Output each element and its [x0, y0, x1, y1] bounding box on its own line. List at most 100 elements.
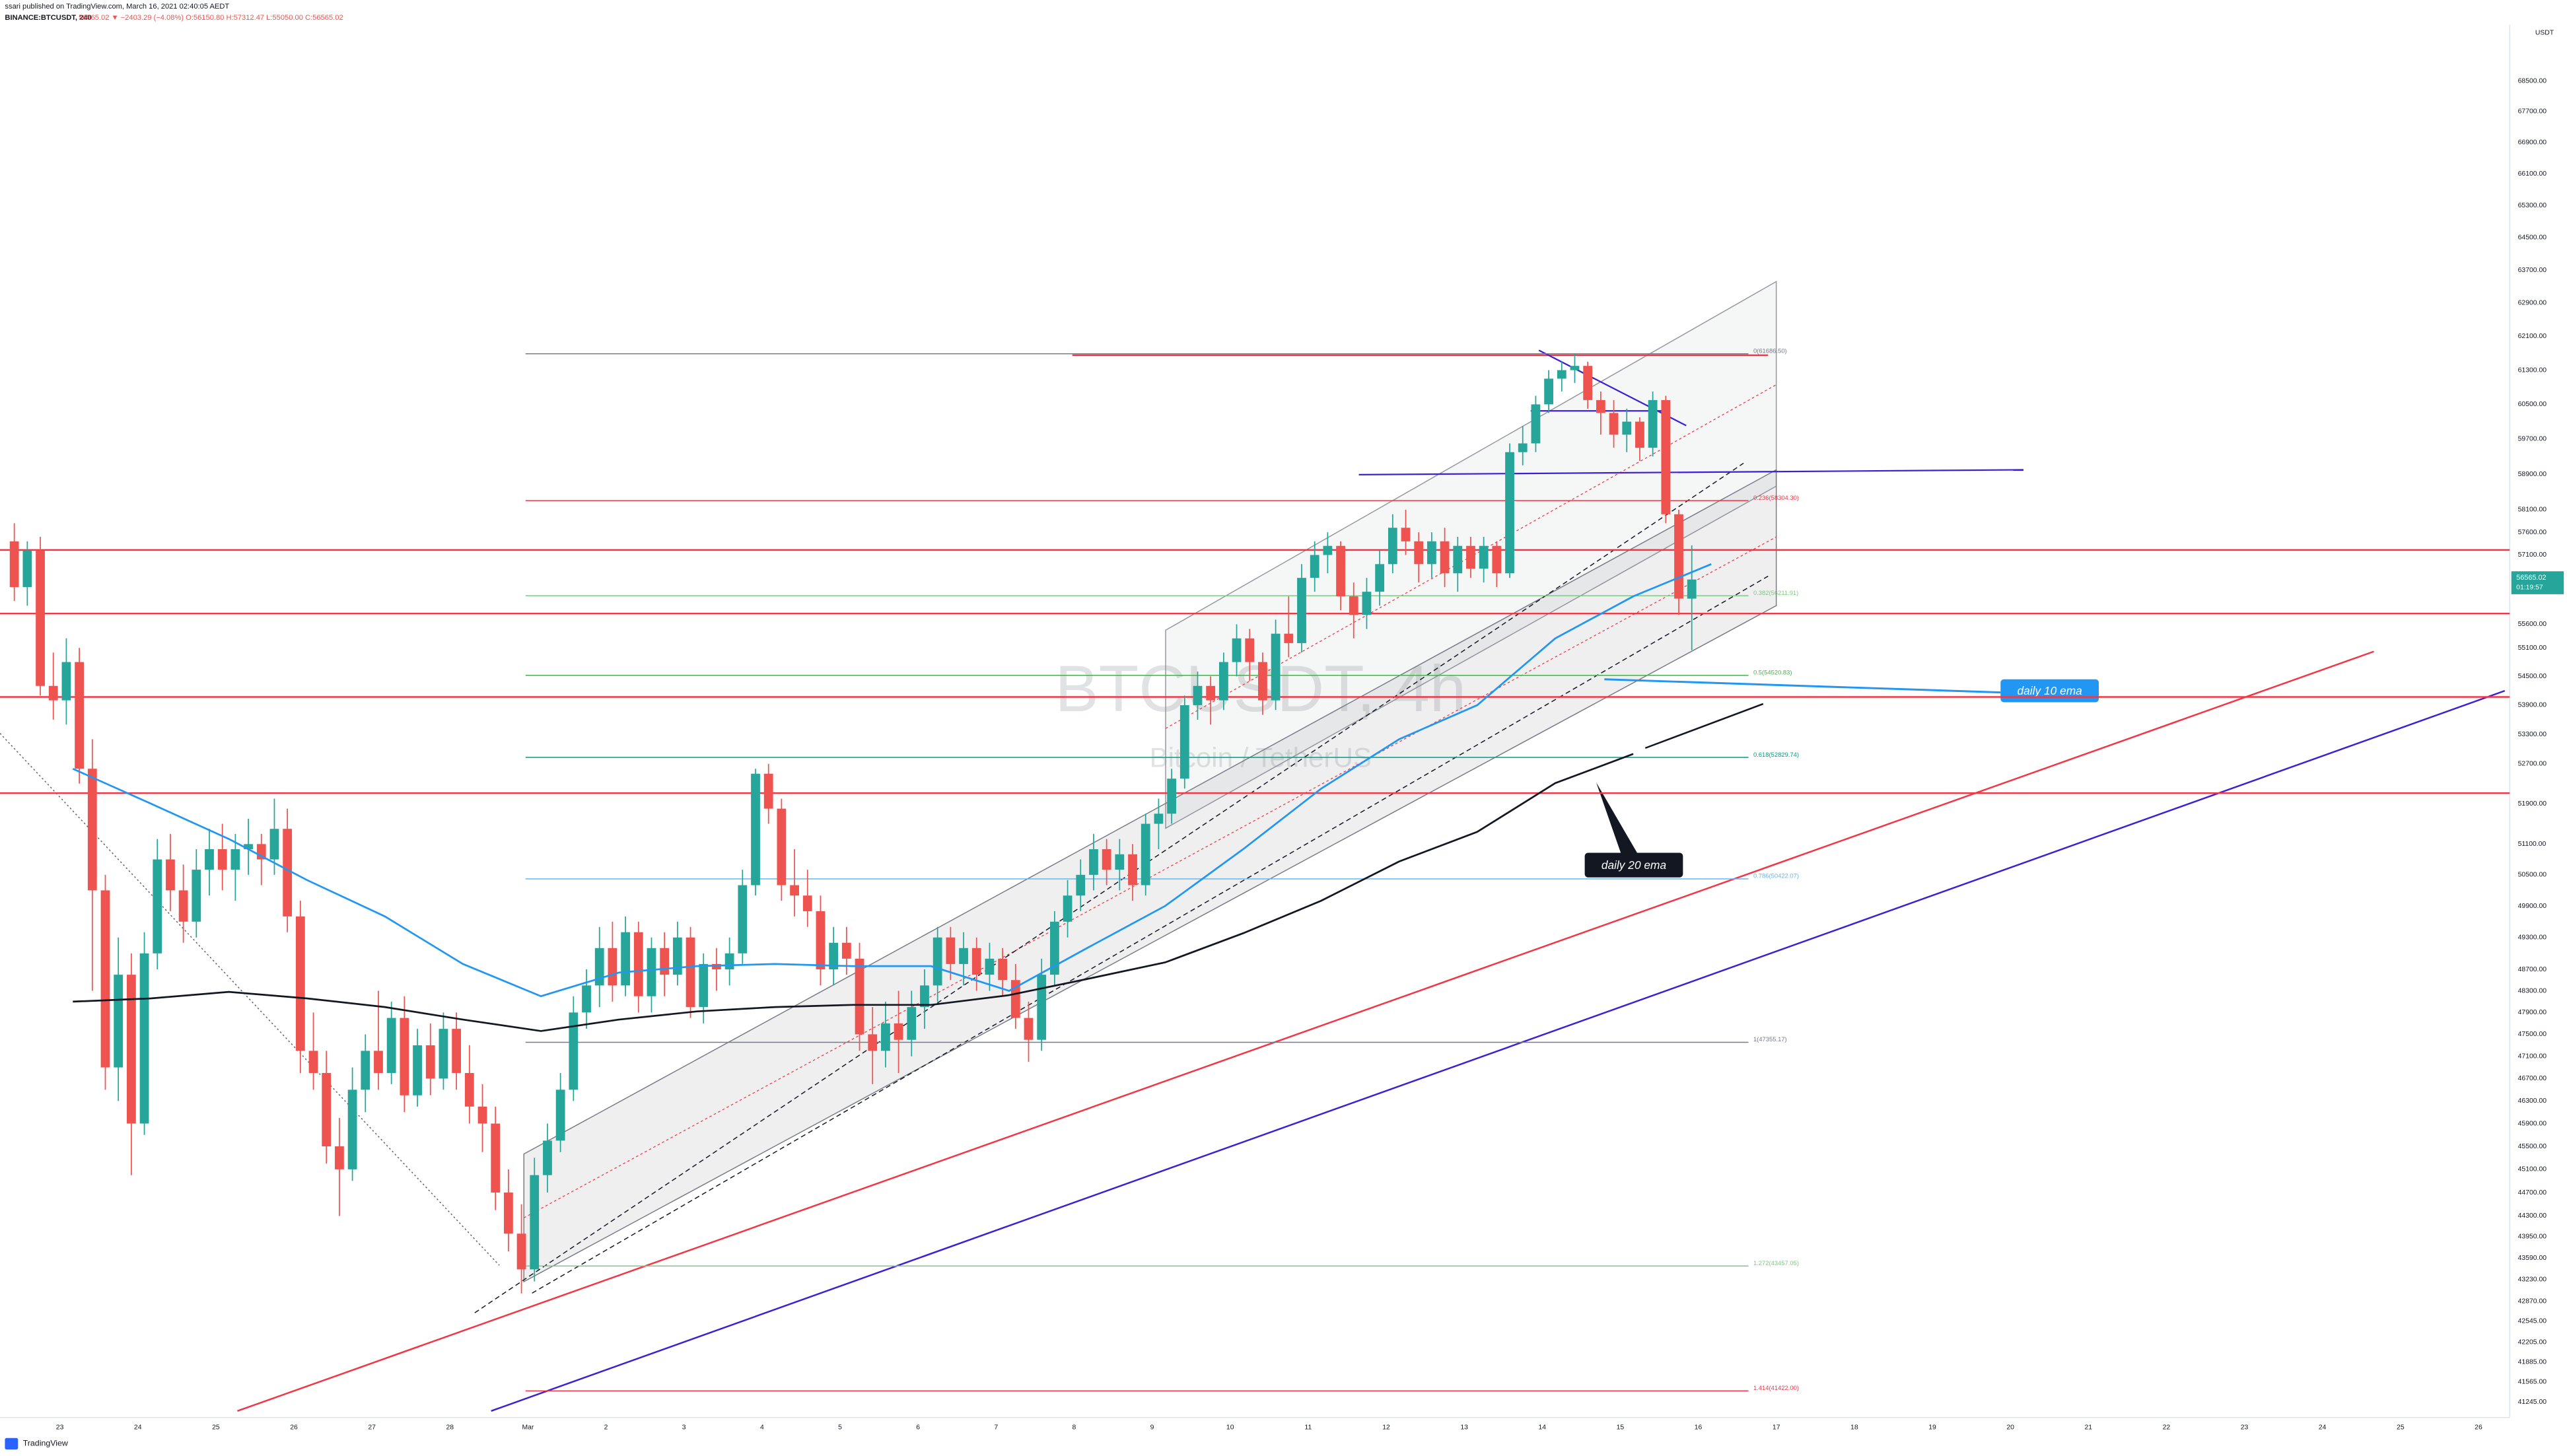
candle-body — [1414, 541, 1424, 565]
fib-label: 1.414(41422.00) — [1753, 1384, 1799, 1391]
x-tick-label: 10 — [1226, 1424, 1234, 1431]
y-tick-label: 67700.00 — [2518, 108, 2547, 116]
dashed-trendline — [474, 462, 1744, 1313]
candle-body — [295, 916, 305, 1051]
y-tick-label: 59700.00 — [2518, 436, 2547, 443]
candle-body — [751, 773, 760, 885]
candle-body — [816, 911, 826, 970]
candle-body — [126, 975, 136, 1124]
candle-body — [1492, 545, 1502, 574]
x-tick-label: 28 — [446, 1424, 454, 1431]
y-tick-label: 65300.00 — [2518, 202, 2547, 209]
candle-body — [1063, 895, 1073, 922]
candle-body — [1245, 638, 1255, 662]
y-tick-label: 66100.00 — [2518, 170, 2547, 178]
candle-body — [555, 1090, 565, 1141]
black-segment — [1644, 703, 1764, 749]
x-tick-label: 11 — [1304, 1424, 1312, 1431]
x-tick-label: 5 — [838, 1424, 842, 1431]
x-tick-label: 26 — [2475, 1424, 2482, 1431]
candle-body — [425, 1045, 435, 1079]
candle-body — [192, 870, 201, 922]
candle-body — [178, 890, 188, 922]
candle-body — [1049, 921, 1059, 975]
candle-body — [114, 975, 123, 1068]
fib-label: 0.618(52829.74) — [1753, 751, 1799, 758]
candle-body — [1687, 579, 1697, 599]
fib-label: 0.786(50422.07) — [1753, 872, 1799, 880]
candle-body — [998, 958, 1008, 981]
candle-body — [400, 1018, 409, 1095]
candle-body — [1375, 564, 1385, 592]
candle-body — [1388, 528, 1397, 565]
candle-body — [1453, 545, 1463, 574]
y-tick-label: 45100.00 — [2518, 1166, 2547, 1173]
candle-body — [881, 1023, 890, 1051]
last-price-tag — [2511, 571, 2564, 594]
candle-body — [530, 1175, 540, 1270]
y-tick-label: 63700.00 — [2518, 267, 2547, 274]
candle-body — [1154, 814, 1164, 824]
candle-body — [413, 1045, 422, 1095]
candle-body — [1661, 399, 1671, 514]
candle-body — [374, 1051, 383, 1073]
candle-body — [582, 985, 591, 1013]
candle-body — [1336, 545, 1345, 597]
x-tick-label: Mar — [522, 1424, 534, 1431]
x-tick-label: 26 — [290, 1424, 298, 1431]
candle-body — [946, 937, 956, 964]
fib-label: 0.236(58304.30) — [1753, 494, 1799, 501]
candle-body — [22, 550, 32, 588]
y-tick-label: 51100.00 — [2518, 841, 2547, 848]
candle-body — [1310, 555, 1319, 578]
y-tick-label: 43950.00 — [2518, 1233, 2547, 1240]
y-tick-label: 42545.00 — [2518, 1318, 2547, 1325]
y-tick-label: 58100.00 — [2518, 506, 2547, 514]
footer-logo: TradingView — [23, 1439, 68, 1448]
y-tick-label: 58900.00 — [2518, 471, 2547, 478]
x-tick-label: 12 — [1382, 1424, 1390, 1431]
y-tick-label: 62900.00 — [2518, 300, 2547, 307]
candle-body — [1258, 662, 1267, 701]
y-tick-label: 48700.00 — [2518, 966, 2547, 973]
candle-body — [1089, 849, 1098, 875]
logo-icon — [5, 1438, 18, 1450]
candle-body — [1635, 421, 1644, 448]
candle-body — [777, 808, 787, 885]
candle-body — [205, 849, 214, 870]
candle-body — [1427, 541, 1436, 565]
x-tick-label: 21 — [2084, 1424, 2092, 1431]
candle-body — [1518, 443, 1528, 452]
candle-body — [1596, 399, 1605, 413]
candle-body — [347, 1090, 357, 1169]
x-tick-label: 25 — [2397, 1424, 2405, 1431]
candle-body — [1141, 823, 1150, 885]
y-tick-label: 41245.00 — [2518, 1399, 2547, 1406]
candle-body — [244, 844, 253, 850]
candle-body — [1648, 399, 1658, 448]
x-tick-label: 13 — [1460, 1424, 1468, 1431]
y-tick-label: 46700.00 — [2518, 1075, 2547, 1082]
quote: 56565.02 ▼ −2403.29 (−4.08%) O:56150.80 … — [79, 14, 343, 22]
candle-body — [738, 885, 748, 953]
candle-body — [1297, 578, 1306, 643]
candle-body — [633, 932, 643, 996]
y-tick-label: 47900.00 — [2518, 1009, 2547, 1016]
candle-body — [361, 1051, 370, 1090]
candle-body — [699, 963, 709, 1008]
candle-body — [763, 773, 773, 809]
ema-line — [72, 563, 1712, 998]
candle-body — [1505, 452, 1514, 574]
x-tick-label: 23 — [2241, 1424, 2249, 1431]
x-tick-label: 23 — [56, 1424, 64, 1431]
candle-body — [1609, 413, 1619, 435]
candle-body — [1349, 596, 1358, 615]
y-tick-label: 68500.00 — [2518, 77, 2547, 85]
y-tick-label: 52700.00 — [2518, 760, 2547, 767]
dashed-trendline — [532, 575, 1769, 1294]
candle-body — [959, 948, 968, 964]
candle-body — [543, 1140, 552, 1175]
red-trendline — [237, 650, 2374, 1412]
x-tick-label: 24 — [2319, 1424, 2327, 1431]
